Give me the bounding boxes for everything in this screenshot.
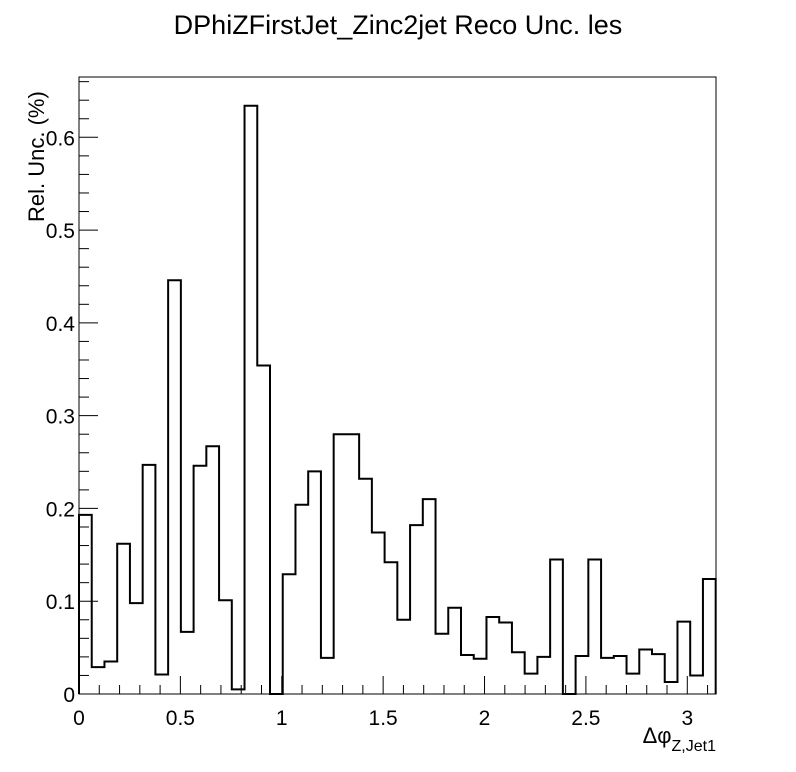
y-tick-label: 0.4 (46, 313, 76, 336)
histogram-bin (550, 559, 563, 694)
histogram-bin (232, 689, 245, 694)
histogram-bin (537, 657, 550, 694)
x-tick-label: 2 (479, 707, 491, 730)
histogram-bin (346, 434, 359, 694)
histogram-bin (257, 366, 270, 694)
histogram-bin (436, 634, 449, 694)
x-axis-title-main: Δφ (643, 723, 672, 748)
histogram-bin (397, 620, 410, 694)
y-axis-title: Rel. Unc. (%) (24, 91, 49, 222)
histogram-bin (677, 622, 690, 694)
histogram-bin (576, 656, 589, 694)
y-tick-label: 0.5 (46, 220, 75, 243)
y-tick-label: 0.1 (46, 591, 75, 614)
y-tick-label: 0 (63, 684, 75, 707)
histogram-step-line (78, 104, 717, 695)
x-tick-label: 0.5 (166, 707, 195, 730)
histogram-bin (652, 654, 665, 694)
histogram-bin (219, 600, 232, 694)
histogram-bin (423, 499, 436, 694)
histogram-bin (448, 608, 461, 694)
histogram-bin (334, 434, 347, 694)
histogram-bin (206, 446, 219, 694)
histogram-bin (321, 658, 334, 694)
histogram-bin (308, 471, 321, 694)
histogram-bins (79, 106, 716, 694)
plot-frame (78, 76, 717, 695)
histogram-bin (639, 649, 652, 694)
chart-title: DPhiZFirstJet_Zinc2jet Reco Unc. les (173, 10, 623, 40)
histogram-bin (588, 559, 601, 694)
histogram-bin (601, 658, 614, 694)
histogram-bin (525, 674, 538, 694)
x-tick-label: 1 (276, 707, 288, 730)
x-tick-label: 2.5 (571, 707, 600, 730)
histogram-bin (79, 515, 92, 694)
tick-labels: 0 0.5 1 1.5 2 2.5 3 0 0.1 0.2 0.3 0.4 0.5 0.6 (46, 127, 693, 730)
histogram-bin (117, 544, 130, 694)
x-tick-label: 3 (681, 707, 693, 730)
histogram-bin (461, 655, 474, 694)
histogram-bin (168, 280, 181, 694)
histogram-bin (359, 479, 372, 694)
y-tick-label: 0.6 (46, 127, 75, 150)
histogram-bin (245, 106, 258, 694)
histogram-bin (703, 579, 716, 694)
x-axis-title-subscript: Z,Jet1 (672, 738, 717, 755)
histogram-bin (512, 652, 525, 694)
histogram-bin (474, 659, 487, 694)
y-tick-label: 0.3 (46, 406, 75, 429)
histogram-bin (155, 675, 168, 694)
histogram-bin (690, 675, 703, 694)
x-tick-label: 0 (73, 707, 85, 730)
histogram-bin (181, 632, 194, 694)
histogram-bin (92, 667, 105, 694)
histogram-bin (486, 617, 499, 694)
x-axis-title: ΔφZ,Jet1 (643, 723, 717, 755)
histogram-bin (104, 662, 117, 694)
histogram-bin (295, 505, 308, 694)
histogram-bin (194, 466, 207, 694)
histogram-bin (614, 656, 627, 694)
histogram-bin (143, 465, 156, 694)
histogram-bin (283, 574, 296, 694)
y-tick-label: 0.2 (46, 498, 75, 521)
histogram-bin (665, 682, 678, 694)
histogram-bin (499, 623, 512, 694)
histogram-bin (385, 562, 398, 694)
histogram-bin (627, 674, 640, 694)
histogram-bin (130, 603, 143, 694)
histogram-bin (372, 533, 385, 694)
x-tick-label: 1.5 (369, 707, 398, 730)
histogram-bin (410, 525, 423, 694)
